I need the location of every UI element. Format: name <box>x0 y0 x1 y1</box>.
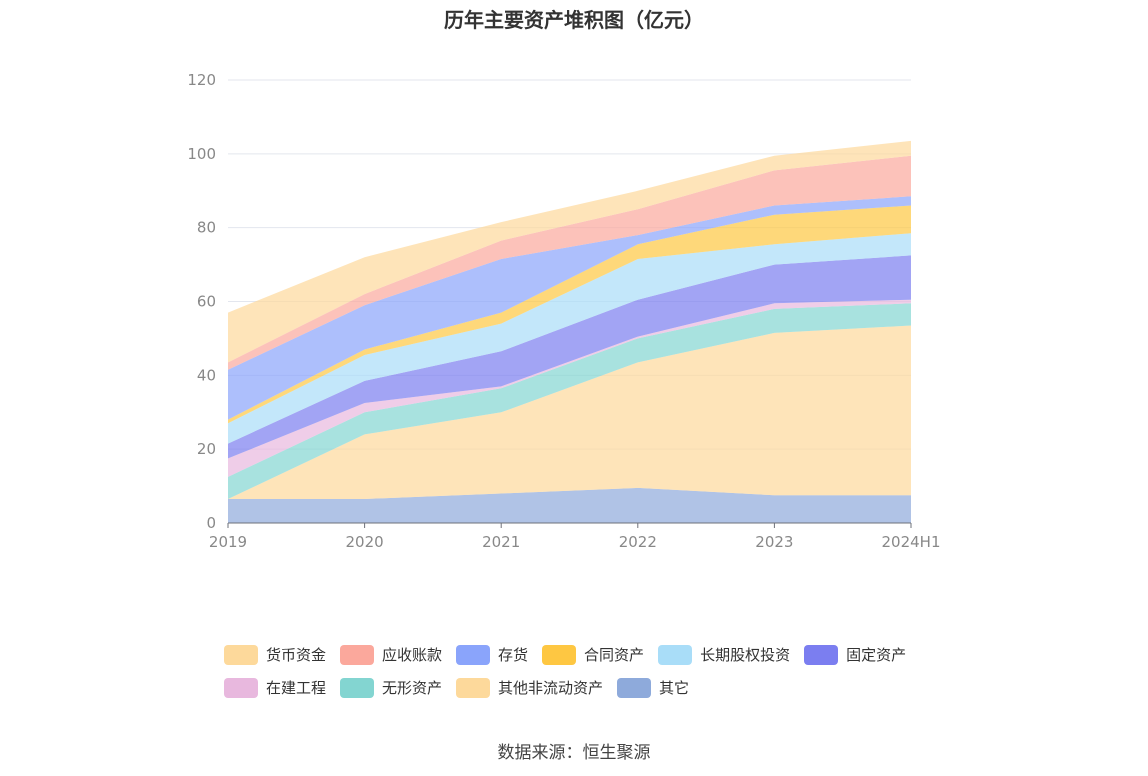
legend-swatch <box>456 644 491 665</box>
legend-item[interactable]: 其他非流动资产 <box>456 677 603 698</box>
y-tick-label: 0 <box>206 514 216 532</box>
data-source-note: 数据来源：恒生聚源 <box>497 743 651 763</box>
legend-swatch <box>658 644 693 665</box>
legend-swatch <box>456 677 491 698</box>
legend-row: 在建工程 无形资产 其他非流动资产 其它 <box>224 671 964 704</box>
area-series <box>228 325 911 499</box>
legend-label: 无形资产 <box>382 679 443 697</box>
y-tick-label: 120 <box>187 71 216 89</box>
legend-label: 合同资产 <box>584 646 645 664</box>
y-tick-label: 100 <box>187 145 216 163</box>
legend-label: 在建工程 <box>266 679 327 697</box>
legend-item[interactable]: 应收账款 <box>340 644 442 665</box>
legend-label: 其它 <box>659 679 690 697</box>
legend-item[interactable]: 固定资产 <box>804 644 906 665</box>
legend-swatch <box>224 677 258 698</box>
area-series <box>228 487 911 523</box>
stacked-area-chart: 0 20 40 60 80 100 120 2019 2020 2021 2022 2023 2024H… <box>187 71 941 551</box>
legend-item[interactable]: 货币资金 <box>224 644 326 665</box>
legend-item[interactable]: 其它 <box>617 677 689 698</box>
x-tick-label: 2023 <box>755 533 793 551</box>
y-tick-label: 40 <box>197 366 216 384</box>
area-series <box>228 303 911 499</box>
legend-label: 其他非流动资产 <box>498 679 604 697</box>
x-tick-label: 2021 <box>482 533 520 551</box>
legend-label: 固定资产 <box>846 646 907 664</box>
x-tick-label: 2019 <box>209 533 247 551</box>
x-tick-label: 2022 <box>619 533 657 551</box>
chart-title: 历年主要资产堆积图（亿元） <box>444 8 704 32</box>
legend-item[interactable]: 存货 <box>456 644 528 665</box>
area-series <box>228 205 911 424</box>
area-series <box>228 140 911 363</box>
legend-label: 货币资金 <box>266 646 327 664</box>
legend-item[interactable]: 合同资产 <box>542 644 644 665</box>
legend-swatch <box>340 644 375 665</box>
y-tick-label: 20 <box>197 440 216 458</box>
legend-item[interactable]: 长期股权投资 <box>658 644 790 665</box>
chart-legend: 货币资金 应收账款 存货 合同资产 长期股权投资 固定资产 在建工程 无形资产 其他非流动资产… <box>224 638 964 704</box>
area-series <box>228 196 911 420</box>
legend-item[interactable]: 在建工程 <box>224 677 326 698</box>
x-tick-label: 2020 <box>346 533 384 551</box>
legend-item[interactable]: 无形资产 <box>340 677 442 698</box>
area-series <box>228 255 911 459</box>
legend-swatch <box>617 677 652 698</box>
legend-row: 货币资金 应收账款 存货 合同资产 长期股权投资 固定资产 <box>224 638 964 671</box>
y-tick-label: 60 <box>197 293 216 311</box>
y-tick-label: 80 <box>197 219 216 237</box>
x-tick-label: 2024H1 <box>882 533 941 551</box>
legend-label: 应收账款 <box>382 646 443 664</box>
legend-label: 存货 <box>498 646 529 664</box>
legend-swatch <box>542 644 577 665</box>
area-series <box>228 155 911 370</box>
area-series <box>228 233 911 444</box>
legend-swatch <box>224 644 258 665</box>
legend-swatch <box>804 644 839 665</box>
legend-swatch <box>340 677 375 698</box>
legend-label: 长期股权投资 <box>700 646 791 664</box>
